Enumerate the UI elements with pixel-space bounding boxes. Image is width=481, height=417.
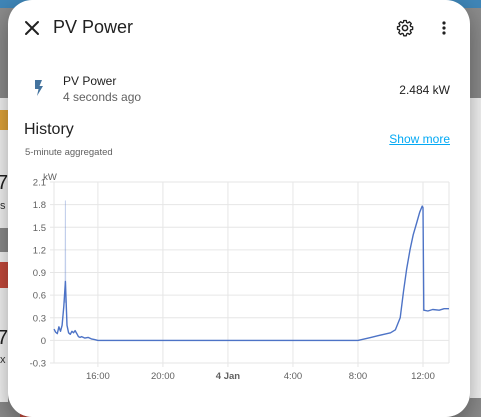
more-options-button[interactable] bbox=[428, 12, 460, 44]
settings-button[interactable] bbox=[389, 12, 421, 44]
more-vertical-icon bbox=[442, 21, 446, 35]
x-tick-label: 20:00 bbox=[151, 371, 175, 382]
entity-name: PV Power bbox=[63, 74, 117, 88]
y-tick-label: 1.2 bbox=[33, 245, 46, 256]
y-tick-label: 2.1 bbox=[33, 178, 46, 189]
dialog-title: PV Power bbox=[53, 17, 134, 37]
pv-power-series-line bbox=[53, 205, 449, 342]
y-tick-label: 1.8 bbox=[33, 200, 46, 211]
x-tick-label: 4 Jan bbox=[216, 371, 240, 382]
close-button[interactable] bbox=[16, 12, 48, 44]
entity-row: PV Power 4 seconds ago 2.484 kW bbox=[8, 66, 470, 106]
background-orange-arc bbox=[0, 110, 8, 130]
background-card-left-top bbox=[0, 98, 8, 228]
background-small-1: s bbox=[0, 200, 6, 212]
x-tick-label: 8:00 bbox=[349, 371, 368, 382]
y-tick-label: 0.6 bbox=[33, 291, 46, 302]
entity-last-changed: 4 seconds ago bbox=[63, 90, 142, 104]
gear-icon bbox=[396, 19, 414, 37]
y-tick-label: -0.3 bbox=[30, 359, 46, 370]
y-axis-unit-label: kW bbox=[43, 172, 57, 183]
background-card-left-bottom bbox=[0, 252, 8, 402]
y-tick-label: 1.5 bbox=[33, 223, 46, 234]
x-tick-label: 16:00 bbox=[86, 371, 110, 382]
entity-state-value: 2.484 kW bbox=[399, 83, 450, 97]
history-title: History bbox=[24, 121, 74, 138]
more-info-dialog: PV Power PV Power 4 seconds ago 2.484 kW… bbox=[8, 0, 470, 417]
background-red-arc bbox=[0, 262, 8, 288]
y-tick-label: 0.9 bbox=[33, 268, 46, 279]
background-card-right bbox=[470, 98, 481, 398]
history-chart: 2.1 1.8 1.5 1.2 0.9 0.6 0.3 0 -0.3 16:00 20:00 4 Ja… bbox=[30, 172, 450, 382]
x-tick-label: 12:00 bbox=[411, 371, 435, 382]
background-text-2: 7 bbox=[0, 327, 9, 349]
dialog-header: PV Power bbox=[8, 0, 470, 56]
background-small-2: x bbox=[0, 354, 6, 366]
x-tick-label: 4:00 bbox=[284, 371, 303, 382]
lightning-bolt-icon bbox=[35, 80, 43, 96]
history-subtitle: 5-minute aggregated bbox=[25, 147, 113, 158]
show-more-link[interactable]: Show more bbox=[389, 132, 450, 146]
pv-power-max-spike bbox=[64, 200, 67, 303]
close-icon bbox=[25, 21, 39, 35]
y-tick-label: 0 bbox=[41, 336, 46, 347]
y-tick-label: 0.3 bbox=[33, 313, 46, 324]
background-text-1: 7 bbox=[0, 172, 9, 194]
